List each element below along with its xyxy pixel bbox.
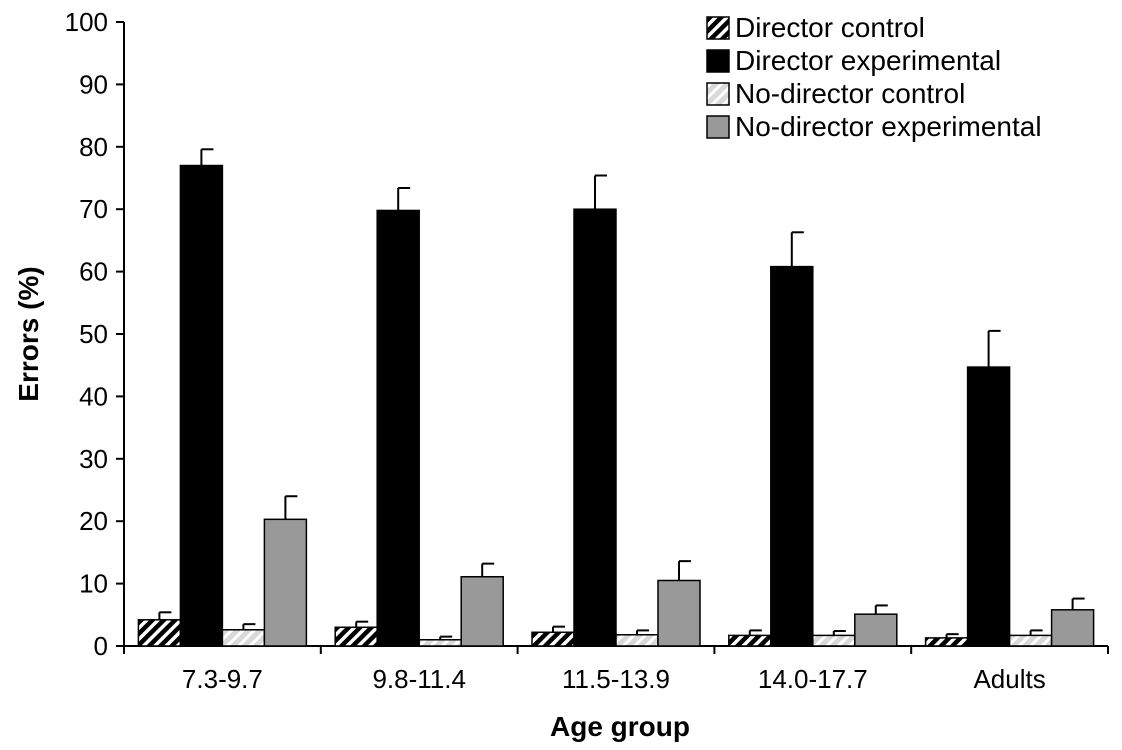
y-tick-label: 90 bbox=[79, 69, 108, 99]
bar bbox=[657, 579, 701, 647]
bar bbox=[966, 366, 1011, 647]
y-axis: 0 10 20 30 40 50 60 70 80 90 100 bbox=[65, 7, 125, 661]
y-tick-label: 80 bbox=[79, 132, 108, 162]
bar bbox=[728, 634, 772, 647]
bar bbox=[854, 613, 898, 647]
legend-label: No-director experimental bbox=[735, 111, 1042, 142]
legend-label: Director experimental bbox=[735, 45, 1001, 76]
y-tick-label: 50 bbox=[79, 319, 108, 349]
bar bbox=[573, 208, 617, 647]
bar bbox=[418, 639, 462, 647]
x-tick-label: 7.3-9.7 bbox=[182, 664, 263, 694]
bar bbox=[179, 164, 224, 647]
bar bbox=[1050, 609, 1095, 647]
bar bbox=[531, 631, 575, 647]
y-tick-label: 40 bbox=[79, 381, 108, 411]
y-tick-label: 70 bbox=[79, 194, 108, 224]
bars bbox=[137, 148, 1095, 647]
bar bbox=[137, 619, 182, 647]
bar bbox=[376, 209, 420, 647]
bar bbox=[460, 575, 504, 647]
bar bbox=[812, 634, 856, 647]
bar bbox=[263, 518, 308, 647]
legend-swatch bbox=[706, 115, 730, 139]
bar bbox=[1008, 634, 1053, 647]
y-tick-label: 10 bbox=[79, 569, 108, 599]
legend-label: Director control bbox=[735, 12, 925, 43]
x-tick-label: 11.5-13.9 bbox=[562, 664, 670, 694]
bar bbox=[615, 634, 659, 647]
x-axis: 7.3-9.7 9.8-11.4 11.5-13.9 14.0-17.7 Adults bbox=[123, 645, 1109, 694]
x-tick-label: 14.0-17.7 bbox=[758, 664, 868, 694]
bar bbox=[221, 629, 266, 647]
y-tick-label: 100 bbox=[65, 7, 108, 37]
bar bbox=[924, 637, 969, 647]
y-tick-label: 60 bbox=[79, 257, 108, 287]
legend-swatch bbox=[706, 16, 730, 40]
y-tick-label: 0 bbox=[94, 631, 108, 661]
y-tick-label: 20 bbox=[79, 506, 108, 536]
bar bbox=[770, 265, 814, 647]
y-axis-title: Errors (%) bbox=[13, 266, 44, 401]
legend-swatch bbox=[706, 82, 730, 106]
bar bbox=[334, 626, 378, 647]
x-tick-label: Adults bbox=[973, 664, 1045, 694]
x-axis-title: Age group bbox=[550, 711, 690, 742]
x-tick-label: 9.8-11.4 bbox=[372, 664, 465, 694]
y-tick-label: 30 bbox=[79, 444, 108, 474]
legend-label: No-director control bbox=[735, 78, 965, 109]
legend-swatch bbox=[706, 49, 730, 73]
